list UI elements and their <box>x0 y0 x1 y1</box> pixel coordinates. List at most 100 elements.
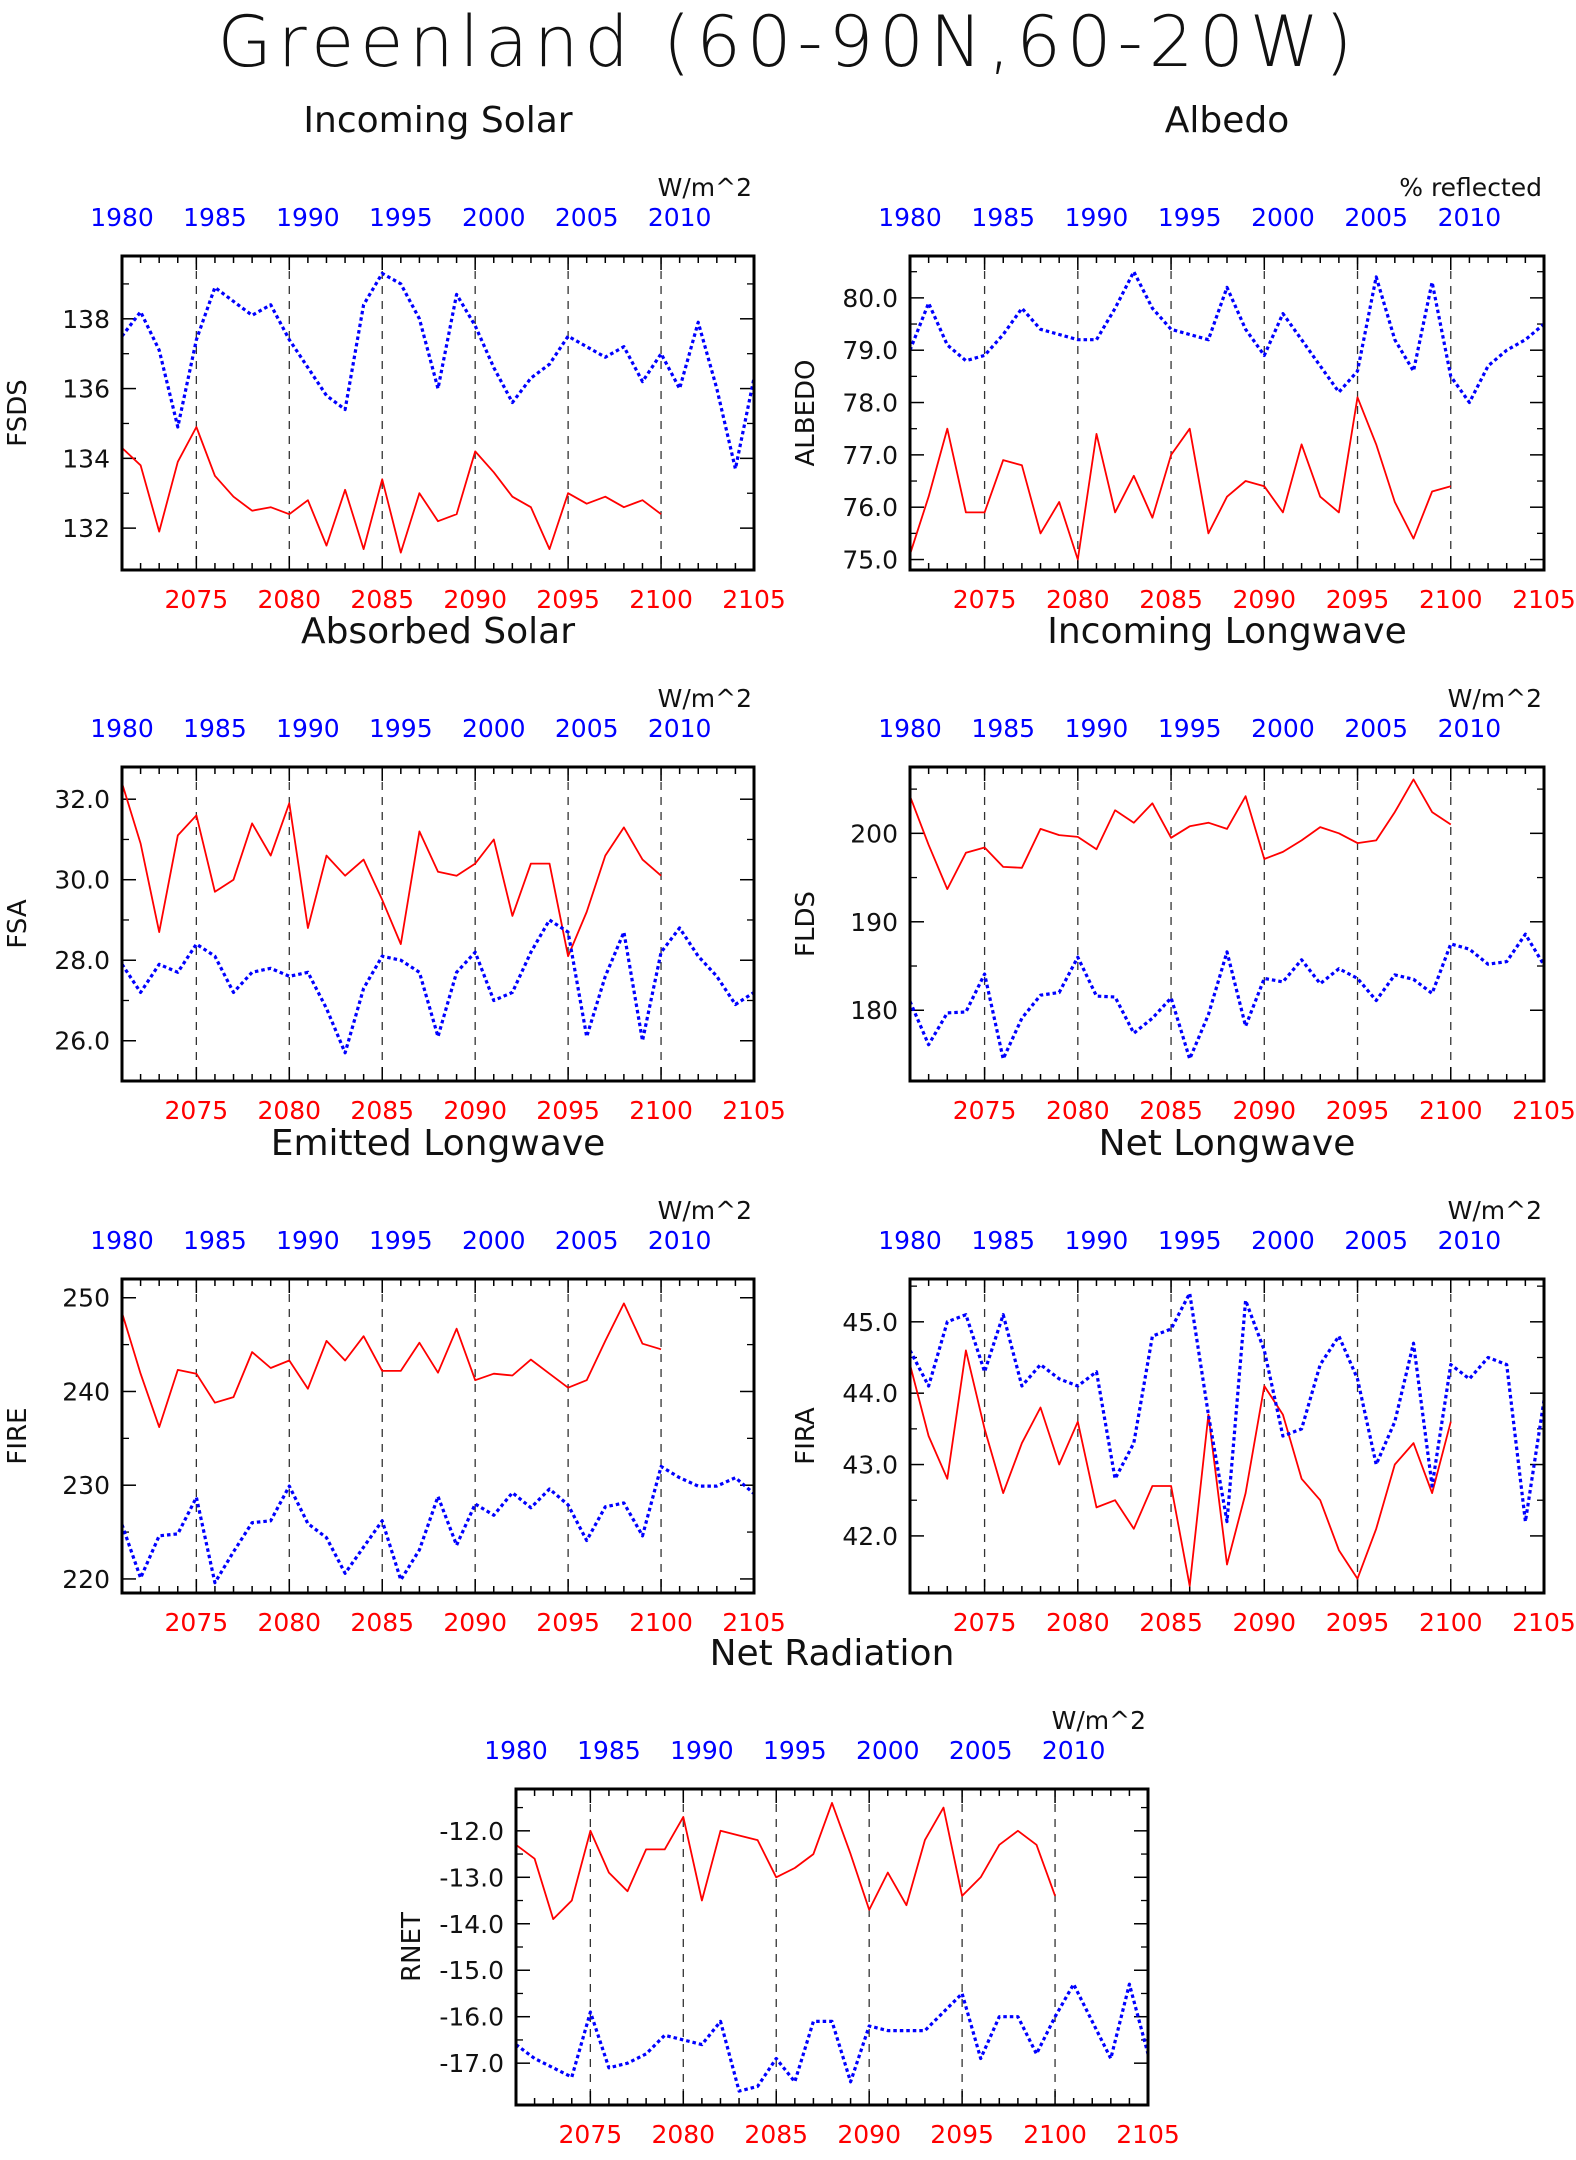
panel-3-series-red-line <box>121 782 662 958</box>
panel-4-top-tick-label: 1990 <box>1065 714 1129 743</box>
panel-5-top-tick-label: 1980 <box>90 1226 154 1255</box>
panel-3-bottom-tick-label: 2075 <box>165 1096 229 1125</box>
panel-6-bottom-tick-label: 2090 <box>1232 1608 1296 1637</box>
panel-6-bottom-tick-label: 2095 <box>1326 1608 1390 1637</box>
panel-6-bottom-tick-label: 2100 <box>1419 1608 1483 1637</box>
panel-3-bottom-tick-label: 2080 <box>257 1096 321 1125</box>
panel-4-bottom-tick-label: 2100 <box>1419 1096 1483 1125</box>
panel-4-units: W/m^2 <box>1448 684 1542 713</box>
panel-7-title: Net Radiation <box>710 1633 955 1674</box>
panel-6-top-tick-label: 2000 <box>1251 1226 1315 1255</box>
figure-title: Greenland (60-90N,60-20W) <box>217 1 1359 83</box>
panel-5-series-red-line <box>121 1302 662 1428</box>
panel-6-bottom-tick-label: 2080 <box>1046 1608 1110 1637</box>
panel-5-bottom-tick-label: 2105 <box>722 1608 786 1637</box>
panel-7-bottom-tick-label: 2075 <box>559 2120 623 2149</box>
panel-1-ytick-label: 132 <box>62 514 110 543</box>
panel-2-ytick-label: 78.0 <box>842 389 898 418</box>
panel-2-top-tick-label: 1990 <box>1065 203 1129 232</box>
panel-2-top-tick-label: 2010 <box>1438 203 1502 232</box>
panel-3-top-tick-label: 1980 <box>90 714 154 743</box>
panel-1-bottom-tick-label: 2080 <box>257 585 321 614</box>
panel-1-top-tick-label: 1980 <box>90 203 154 232</box>
panel-1-series-red-line <box>121 426 662 554</box>
panel-7-top-tick-label: 1980 <box>484 1736 548 1765</box>
panel-4-series-blue-line <box>908 932 1546 1061</box>
panel-2-ytick-label: 77.0 <box>842 441 898 470</box>
panel-1-frame <box>120 254 756 572</box>
panel-7-frame <box>514 1787 1150 2107</box>
panel-5-frame <box>120 1277 756 1595</box>
panel-4-bottom-tick-label: 2105 <box>1512 1096 1576 1125</box>
panel-3-bottom-tick-label: 2100 <box>629 1096 693 1125</box>
panel-4-top-tick-label: 2000 <box>1251 714 1315 743</box>
panel-4-bottom-tick-label: 2080 <box>1046 1096 1110 1125</box>
panel-5-bottom-tick-label: 2080 <box>257 1608 321 1637</box>
panel-1-units: W/m^2 <box>658 173 752 202</box>
panel-5-ytick-label: 230 <box>62 1471 110 1500</box>
panel-4-top-tick-label: 1995 <box>1158 714 1222 743</box>
panel-2-series-red-line <box>909 396 1452 561</box>
panel-7-top-tick-label: 1990 <box>670 1736 734 1765</box>
panel-1-bottom-tick-label: 2075 <box>165 585 229 614</box>
panel-3-bottom-tick-label: 2085 <box>350 1096 414 1125</box>
panel-1-ytick-label: 134 <box>62 444 110 473</box>
panel-7-ytick-label: -16.0 <box>439 2003 504 2032</box>
panel-4-ytick-label: 180 <box>850 996 898 1025</box>
panel-5-top-tick-label: 2010 <box>648 1226 712 1255</box>
panel-3-ytick-label: 32.0 <box>54 785 110 814</box>
panel-6-top-tick-label: 1995 <box>1158 1226 1222 1255</box>
panel-1-title: Incoming Solar <box>303 100 572 141</box>
panel-7-series-red-line <box>515 1802 1056 1920</box>
panel-4-ytick-label: 190 <box>850 908 898 937</box>
panel-4-bottom-tick-label: 2085 <box>1139 1096 1203 1125</box>
panel-1-ytick-label: 136 <box>62 375 110 404</box>
panel-1-top-tick-label: 1995 <box>369 203 433 232</box>
panel-7-ytick-label: -15.0 <box>439 1956 504 1985</box>
panel-6-bottom-tick-label: 2075 <box>953 1608 1017 1637</box>
panel-6-ytick-label: 42.0 <box>842 1522 898 1551</box>
panel-3-bottom-tick-label: 2090 <box>443 1096 507 1125</box>
panel-6-ytick-label: 45.0 <box>842 1308 898 1337</box>
panel-5-ytick-label: 240 <box>62 1377 110 1406</box>
panel-6-ytick-label: 43.0 <box>842 1451 898 1480</box>
panel-4-ylabel: FLDS <box>791 891 821 957</box>
panel-2-ylabel: ALBEDO <box>791 359 821 466</box>
panel-6-ylabel: FIRA <box>791 1407 821 1465</box>
panel-6-top-tick-label: 2005 <box>1344 1226 1408 1255</box>
panel-1-ylabel: FSDS <box>3 379 33 447</box>
panel-1-top-tick-label: 2010 <box>648 203 712 232</box>
panel-7-ytick-label: -17.0 <box>439 2049 504 2078</box>
panel-6-units: W/m^2 <box>1448 1196 1542 1225</box>
panel-3-title: Absorbed Solar <box>301 611 575 652</box>
panel-7-top-tick-label: 1995 <box>763 1736 827 1765</box>
panel-5-series-blue-line <box>120 1464 756 1585</box>
panel-2-top-tick-label: 1980 <box>878 203 942 232</box>
panel-2-top-tick-label: 1985 <box>971 203 1035 232</box>
panel-6-top-tick-label: 1980 <box>878 1226 942 1255</box>
panel-3-units: W/m^2 <box>658 684 752 713</box>
panel-6-series-red-line <box>909 1349 1452 1587</box>
panel-2-top-tick-label: 2005 <box>1344 203 1408 232</box>
panel-5-bottom-tick-label: 2095 <box>536 1608 600 1637</box>
panel-7-bottom-tick-label: 2095 <box>930 2120 994 2149</box>
panel-4-title: Incoming Longwave <box>1047 611 1407 652</box>
panel-5-title: Emitted Longwave <box>271 1123 606 1164</box>
panel-1-series-blue-line <box>120 271 756 471</box>
panel-2-ytick-label: 80.0 <box>842 284 898 313</box>
panel-3-top-tick-label: 2005 <box>555 714 619 743</box>
panel-5-top-tick-label: 1995 <box>369 1226 433 1255</box>
panel-7-ytick-label: -14.0 <box>439 1910 504 1939</box>
panel-7-bottom-tick-label: 2100 <box>1023 2120 1087 2149</box>
panel-6-bottom-tick-label: 2105 <box>1512 1608 1576 1637</box>
panel-4-top-tick-label: 1985 <box>971 714 1035 743</box>
panel-7-top-tick-label: 2010 <box>1042 1736 1106 1765</box>
panel-4-frame <box>908 765 1546 1083</box>
panel-2-bottom-tick-label: 2090 <box>1232 585 1296 614</box>
panel-5-ytick-label: 250 <box>62 1284 110 1313</box>
panel-6-frame <box>908 1277 1546 1595</box>
panel-5-top-tick-label: 1990 <box>276 1226 340 1255</box>
panel-3-top-tick-label: 2010 <box>648 714 712 743</box>
panel-4-top-tick-label: 2005 <box>1344 714 1408 743</box>
